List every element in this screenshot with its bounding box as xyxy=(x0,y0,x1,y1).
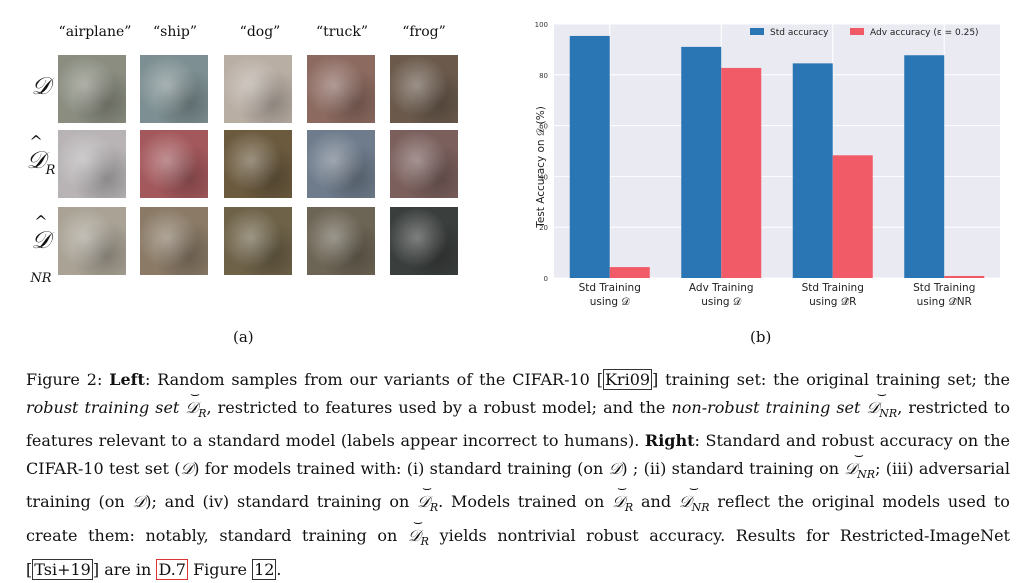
bar-std-1 xyxy=(569,35,610,278)
caption-text: training set: the original training set;… xyxy=(665,370,1010,389)
legend-swatch-std xyxy=(750,28,764,35)
caption-text: ) for models trained with: (i) standard … xyxy=(193,458,604,478)
sample-image-truck-row-3 xyxy=(307,207,375,275)
x-tick-label: using 𝒟̂R xyxy=(809,296,856,308)
caption-text: ) ; (ii) standard training on xyxy=(621,458,840,478)
nonrobust-set-term: non-robust training set xyxy=(671,397,861,417)
figure-caption: Figure 2: Left: Random samples from our … xyxy=(26,366,1010,583)
row-label-subscript: NR xyxy=(30,270,52,286)
sample-image-airplane-row-2 xyxy=(58,130,126,198)
accuracy-bar-chart: 0 20 40 60 80 100 Std Training using 𝒟 Adv Trai… xyxy=(535,21,1000,308)
citation-tsi19-link[interactable]: Tsi+19 xyxy=(32,558,93,580)
row-label-symbol: 𝒟 xyxy=(31,72,51,100)
sample-image-ship-row-3 xyxy=(140,207,208,275)
caption-text: ); and (iv) standard training on xyxy=(145,492,410,512)
panel-b-caption: (b) xyxy=(750,328,772,346)
caption-text: yields nontrivial robust accuracy. Resul… xyxy=(439,526,1010,546)
y-tick-label: 100 xyxy=(535,21,548,29)
chart-x-labels: Std Training using 𝒟 Adv Training using 𝒟 St… xyxy=(579,282,976,308)
x-tick-label: Std Training xyxy=(802,282,864,294)
caption-text: , restricted to features relevant to a s… xyxy=(26,397,1011,451)
right-label: Right xyxy=(644,431,695,451)
caption-text: and xyxy=(640,492,672,512)
legend-label-std: Std accuracy xyxy=(770,28,829,38)
caption-text: . xyxy=(276,559,282,579)
row-label-robust: 𝒟R xyxy=(24,132,58,178)
x-tick-label: using 𝒟̂NR xyxy=(917,296,972,308)
sample-image-truck-row-1 xyxy=(307,55,375,123)
x-tick-label: using 𝒟 xyxy=(701,296,742,308)
chart-bars xyxy=(569,35,985,279)
robust-set-term: robust training set xyxy=(26,397,180,417)
bar-std-4 xyxy=(904,55,945,278)
legend-swatch-adv xyxy=(850,28,864,35)
caption-text: , restricted to features used by a robus… xyxy=(206,397,666,417)
math-d: 𝒟 xyxy=(180,458,194,478)
caption-text: : Standard and robust accuracy on the CI… xyxy=(26,431,1010,478)
column-label-ship: “ship” xyxy=(153,24,197,40)
sample-image-frog-row-1 xyxy=(390,55,458,123)
sample-image-ship-row-1 xyxy=(140,55,208,123)
x-tick-label: Std Training xyxy=(913,282,975,294)
column-label-truck: “truck” xyxy=(316,24,368,40)
sample-image-airplane-row-1 xyxy=(58,55,126,123)
bar-adv-1 xyxy=(609,267,650,278)
math-d-nonrobust: 𝒟NR xyxy=(867,394,898,428)
citation-kri09-link[interactable]: Kri09 xyxy=(602,369,653,390)
sample-image-dog-row-3 xyxy=(224,207,292,275)
bar-adv-3 xyxy=(832,155,873,278)
row-label-symbol: 𝒟 xyxy=(31,212,50,254)
section-d7-link[interactable]: D.7 xyxy=(156,558,188,580)
y-tick-label: 40 xyxy=(539,173,548,181)
math-d-robust: 𝒟R xyxy=(612,488,633,522)
caption-text: ; (iii) adversarial training (on xyxy=(26,458,1011,512)
x-tick-label: Adv Training xyxy=(689,282,754,294)
column-label-dog: “dog” xyxy=(239,24,281,40)
panel-a: “airplane” “ship” “dog” “truck” “frog” 𝒟… xyxy=(0,0,520,360)
column-label-frog: “frog” xyxy=(402,24,446,40)
math-d-robust: 𝒟R xyxy=(417,488,438,522)
x-tick-label: using 𝒟 xyxy=(590,296,631,308)
chart-y-axis-label: Test Accuracy on 𝒟 (%) xyxy=(535,106,547,229)
y-tick-label: 0 xyxy=(544,275,548,283)
legend-label-adv: Adv accuracy (ε = 0.25) xyxy=(870,28,979,38)
row-label-symbol: 𝒟 xyxy=(27,132,46,174)
sample-image-airplane-row-3 xyxy=(58,207,126,275)
caption-text: : Random samples from our variants of th… xyxy=(144,370,590,389)
row-label-subscript: R xyxy=(45,162,56,178)
y-tick-label: 60 xyxy=(539,123,548,131)
bar-adv-2 xyxy=(721,67,762,278)
sample-image-frog-row-2 xyxy=(390,130,458,198)
panel-a-caption: (a) xyxy=(233,328,254,346)
caption-text: reflect the original models used to crea… xyxy=(26,492,1010,546)
sample-image-dog-row-2 xyxy=(224,130,292,198)
figure-12-link[interactable]: 12 xyxy=(252,558,277,580)
bar-std-2 xyxy=(681,46,722,278)
left-label: Left xyxy=(109,370,145,389)
sample-image-frog-row-3 xyxy=(390,207,458,275)
caption-text: Figure xyxy=(193,559,247,579)
caption-text: . Models trained on xyxy=(438,492,605,512)
figure-label: Figure 2: xyxy=(26,370,103,389)
math-d-robust: 𝒟R xyxy=(185,394,206,428)
x-tick-label: Std Training xyxy=(579,282,641,294)
caption-text: are in xyxy=(104,559,152,579)
math-d: 𝒟 xyxy=(132,492,146,512)
sample-image-ship-row-2 xyxy=(140,130,208,198)
chart-ticks: 0 20 40 60 80 100 xyxy=(535,21,548,283)
y-tick-label: 80 xyxy=(539,72,548,80)
math-d: 𝒟 xyxy=(608,458,622,478)
sample-image-dog-row-1 xyxy=(224,55,292,123)
y-tick-label: 20 xyxy=(539,224,548,232)
bar-adv-4 xyxy=(944,275,985,278)
bar-std-3 xyxy=(792,63,833,279)
row-label-nonrobust: 𝒟 NR xyxy=(24,212,58,286)
sample-image-truck-row-2 xyxy=(307,130,375,198)
math-d-robust: 𝒟R xyxy=(408,522,429,556)
math-d-nonrobust: 𝒟NR xyxy=(679,488,710,522)
column-label-airplane: “airplane” xyxy=(58,24,132,40)
row-label-original: 𝒟 xyxy=(24,72,58,100)
chart-legend: Std accuracy Adv accuracy (ε = 0.25) xyxy=(750,28,979,38)
math-d-nonrobust: 𝒟NR xyxy=(844,455,875,489)
